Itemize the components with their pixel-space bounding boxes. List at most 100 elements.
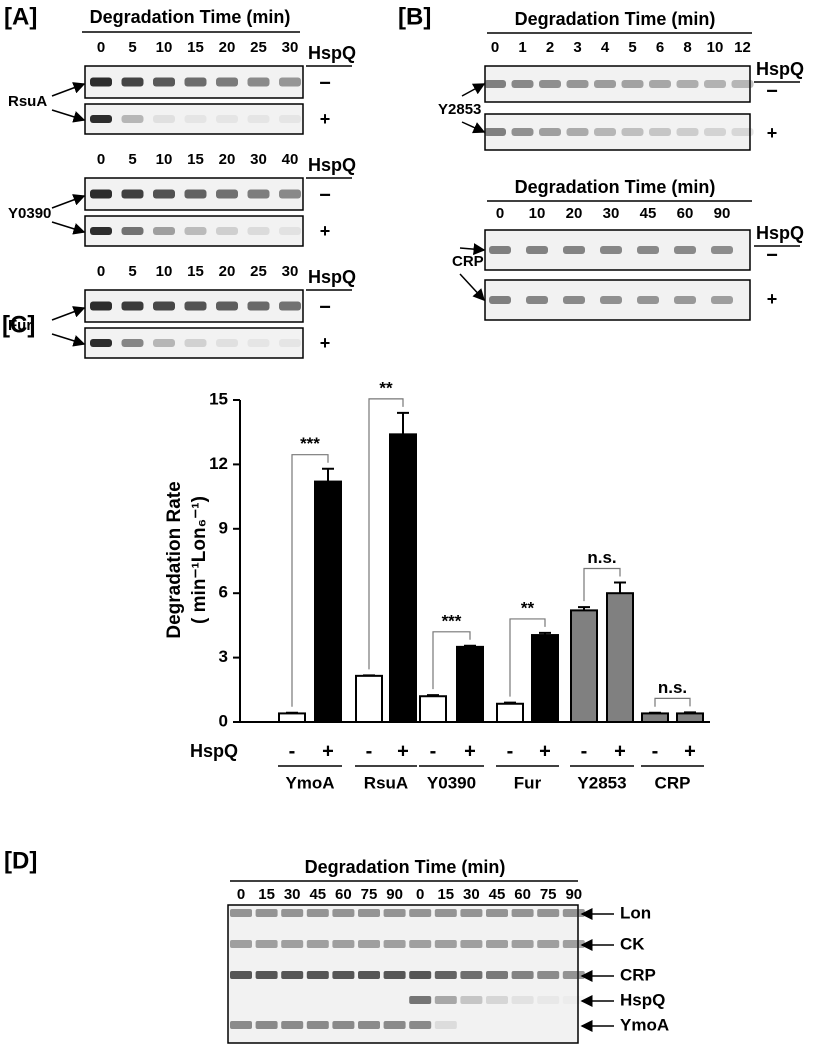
time-label: 15 bbox=[437, 886, 454, 903]
error-bar bbox=[286, 711, 298, 714]
x-tick-label: + bbox=[322, 740, 334, 762]
y-tick-label: 15 bbox=[209, 389, 228, 408]
band bbox=[562, 971, 585, 979]
time-label: 15 bbox=[187, 263, 204, 280]
hspq-label: HspQ bbox=[756, 223, 804, 243]
error-bar bbox=[684, 711, 696, 714]
band bbox=[230, 1021, 252, 1029]
band bbox=[279, 115, 301, 123]
band bbox=[489, 296, 511, 304]
x-tick-label: + bbox=[397, 740, 409, 762]
time-label: 1 bbox=[518, 39, 526, 56]
band bbox=[637, 296, 659, 304]
band bbox=[216, 77, 238, 87]
rule bbox=[51, 82, 86, 97]
bar bbox=[456, 645, 484, 723]
plus-label: + bbox=[320, 109, 331, 129]
band bbox=[460, 971, 483, 979]
band bbox=[216, 339, 238, 347]
panel-title: Degradation Time (min) bbox=[515, 177, 716, 197]
significance-bracket bbox=[291, 454, 329, 707]
band bbox=[279, 227, 301, 235]
band bbox=[511, 909, 534, 917]
band bbox=[279, 339, 301, 347]
x-tick-label: + bbox=[614, 740, 626, 762]
band bbox=[121, 77, 144, 87]
band bbox=[358, 971, 380, 979]
bar bbox=[496, 702, 524, 724]
band bbox=[247, 227, 270, 235]
bar bbox=[314, 480, 342, 723]
time-label: 30 bbox=[282, 263, 299, 280]
band bbox=[409, 909, 432, 917]
band bbox=[511, 940, 534, 948]
error-bar bbox=[504, 701, 516, 704]
band bbox=[153, 77, 175, 87]
panel-title: Degradation Time (min) bbox=[90, 7, 291, 27]
band bbox=[383, 940, 406, 948]
band bbox=[216, 189, 238, 199]
time-label: 45 bbox=[309, 886, 326, 903]
band bbox=[563, 246, 585, 254]
band bbox=[649, 128, 671, 136]
x-tick-label: - bbox=[581, 740, 588, 762]
band bbox=[247, 77, 270, 87]
band bbox=[460, 940, 483, 948]
band bbox=[484, 80, 506, 88]
time-label: 30 bbox=[250, 151, 267, 168]
time-label: 90 bbox=[565, 886, 582, 903]
band bbox=[621, 80, 644, 88]
protein-label: CRP bbox=[452, 253, 484, 270]
band bbox=[511, 128, 534, 136]
band bbox=[90, 227, 112, 235]
band bbox=[409, 971, 432, 979]
band bbox=[358, 940, 380, 948]
band bbox=[537, 940, 560, 948]
y-tick-label: 6 bbox=[219, 583, 228, 602]
band bbox=[562, 940, 585, 948]
band bbox=[383, 971, 406, 979]
time-label: 0 bbox=[97, 263, 105, 280]
band bbox=[489, 246, 511, 254]
rule bbox=[459, 243, 486, 256]
panel-label: [B] bbox=[398, 3, 431, 30]
band bbox=[332, 1021, 355, 1029]
band bbox=[511, 80, 534, 88]
band bbox=[230, 940, 252, 948]
band bbox=[332, 909, 355, 917]
hspq-label: HspQ bbox=[756, 59, 804, 79]
band bbox=[247, 301, 270, 311]
y-tick-label: 0 bbox=[219, 711, 228, 730]
time-label: 0 bbox=[416, 886, 424, 903]
error-bar bbox=[464, 644, 476, 647]
band bbox=[600, 246, 622, 254]
protein-label: Y2853 bbox=[438, 101, 481, 118]
band bbox=[537, 971, 560, 979]
band bbox=[279, 301, 301, 311]
band bbox=[332, 971, 355, 979]
band bbox=[563, 996, 585, 1004]
band-label: YmoA bbox=[620, 1015, 669, 1034]
band-label: CRP bbox=[620, 965, 656, 984]
band bbox=[358, 909, 380, 917]
band bbox=[306, 940, 329, 948]
error-bar bbox=[397, 411, 409, 435]
band bbox=[539, 80, 561, 88]
minus-label: − bbox=[319, 72, 331, 94]
protein-label: RsuA bbox=[8, 93, 47, 110]
time-label: 2 bbox=[546, 39, 554, 56]
band bbox=[383, 1021, 406, 1029]
bar bbox=[676, 712, 704, 723]
plus-label: + bbox=[767, 123, 778, 143]
band bbox=[216, 227, 238, 235]
band bbox=[409, 996, 432, 1004]
significance-label: *** bbox=[300, 434, 320, 453]
bar bbox=[641, 712, 669, 723]
hspq-label: HspQ bbox=[308, 155, 356, 175]
band bbox=[184, 227, 207, 235]
band bbox=[281, 971, 304, 979]
band bbox=[90, 77, 112, 87]
time-label: 30 bbox=[284, 886, 301, 903]
band bbox=[537, 996, 560, 1004]
rule bbox=[51, 194, 86, 209]
